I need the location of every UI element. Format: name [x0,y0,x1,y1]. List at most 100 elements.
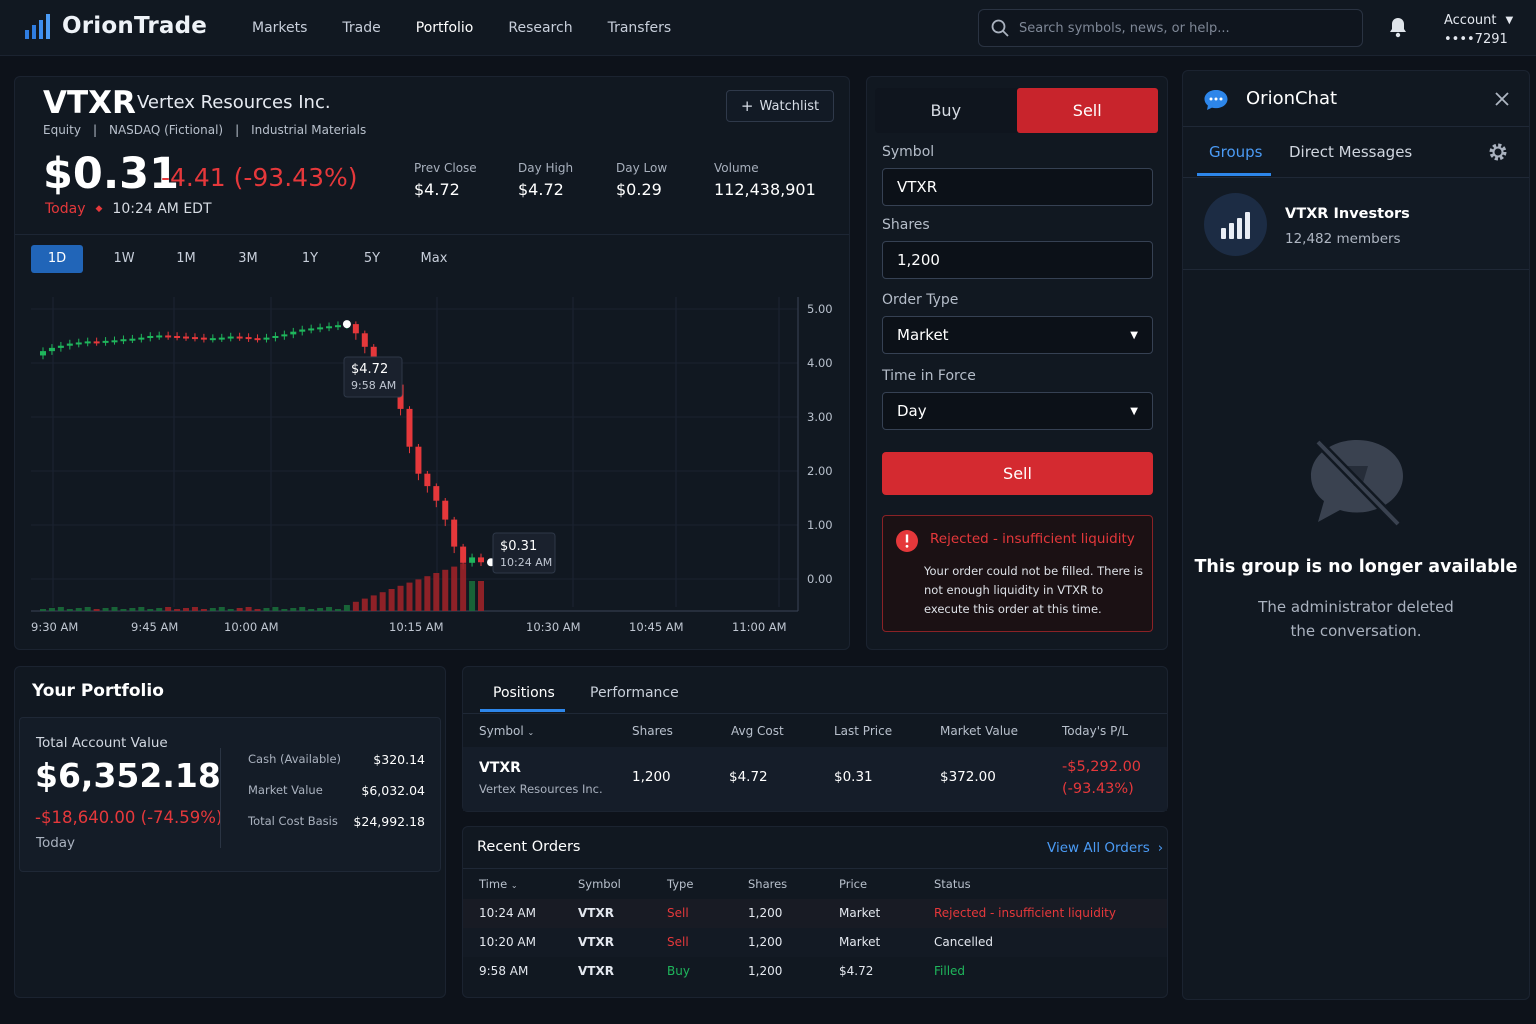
market-value-label: Market Value [248,783,323,797]
order-type-label: Order Type [882,292,959,308]
candle-body [93,341,100,344]
total-change-period: Today [36,835,76,851]
volume-bar [326,607,333,611]
volume-bar [147,609,154,611]
col-symbol[interactable]: Symbol ⌄ [479,724,535,738]
x-tick-label: 10:00 AM [224,620,279,634]
candle-body [299,329,306,332]
avatar [1204,193,1267,256]
y-tick-label: 5.00 [807,302,833,316]
sell-tab[interactable]: Sell [1016,88,1158,133]
volume-bar [397,585,404,611]
total-value: $6,352.18 [35,756,221,795]
volume-bar [218,607,225,611]
col-time[interactable]: Time ⌄ [479,877,518,891]
volume-bar [370,595,377,611]
tab-direct-messages[interactable]: Direct Messages [1289,143,1413,161]
account-menu[interactable]: Account ▼ ••••7291 [1444,11,1513,49]
cash-value: $320.14 [373,752,425,767]
cost-basis-label: Total Cost Basis [248,814,338,828]
range-1w[interactable]: 1W [113,251,135,266]
cash-label: Cash (Available) [248,752,342,766]
volume-bar [272,607,279,611]
candle-body [165,335,172,338]
table-row[interactable]: 10:24 AM VTXR Sell 1,200 Market Rejected… [463,899,1167,928]
buy-sell-toggle: Buy Sell [875,88,1158,133]
volume-bar [183,608,190,611]
nav-portfolio[interactable]: Portfolio [415,20,474,36]
range-1d[interactable]: 1D [31,245,83,273]
range-3m[interactable]: 3M [238,251,258,266]
candle-body [451,519,458,547]
nav-research[interactable]: Research [508,20,573,36]
volume-bar [379,592,386,611]
chat-panel: OrionChat Groups Direct Messages VTXR In… [1182,70,1530,1000]
company-name: Vertex Resources Inc. [137,92,331,113]
price-chart[interactable]: 5.00 4.00 3.00 2.00 1.00 0.00 9:30 AM 9:45 AM 10… [15,277,849,647]
search-input[interactable] [1019,20,1349,36]
range-5y[interactable]: 5Y [363,251,381,266]
search-box[interactable] [978,9,1363,47]
tif-label: Time in Force [882,368,976,384]
symbol-field[interactable]: VTXR [882,168,1153,206]
candle-body [478,557,484,563]
app-logo[interactable]: OrionTrade [24,12,207,40]
volume-bar [254,609,261,611]
last-callout-time: 10:24 AM [500,556,552,569]
watchlist-button[interactable]: + Watchlist [726,90,834,122]
current-price: $0.31 [43,149,180,199]
shares-label: Shares [882,217,930,233]
rejection-alert: Rejected - insufficient liquidity Your o… [882,515,1153,632]
nav-markets[interactable]: Markets [252,20,308,36]
tab-underline [480,709,565,712]
ticker-symbol: VTXR [43,85,136,121]
range-1m[interactable]: 1M [176,251,196,266]
candle-body [263,337,270,340]
candle-body [174,336,181,338]
candle-body [469,557,476,563]
view-all-orders-link[interactable]: View All Orders › [1047,840,1164,856]
bell-icon[interactable] [1388,16,1408,38]
market-value: $6,032.04 [361,783,425,798]
error-title: Rejected - insufficient liquidity [930,531,1135,547]
volume-bar [460,563,467,611]
volume-bar [478,581,484,611]
candle-body [281,334,288,337]
shares-field[interactable]: 1,200 [882,241,1153,279]
range-max[interactable]: Max [420,251,448,266]
submit-sell-button[interactable]: Sell [882,452,1153,495]
portfolio-panel: Your Portfolio Total Account Value $6,35… [14,666,446,998]
volume-bar [317,608,324,611]
candle-body [442,500,449,520]
nav-transfers[interactable]: Transfers [607,20,672,36]
tif-select[interactable]: Day ▼ [882,392,1153,430]
account-label: Account [1444,13,1497,28]
tab-positions[interactable]: Positions [493,685,555,701]
volume-bar [469,581,476,611]
table-row[interactable]: 9:58 AM VTXR Buy 1,200 $4.72 Filled [479,964,966,978]
sort-icon: ⌄ [527,728,535,737]
volume-bar [406,582,413,611]
group-members: 12,482 members [1285,231,1401,247]
gear-icon[interactable] [1488,142,1508,162]
order-type-select[interactable]: Market ▼ [882,316,1153,354]
candle-body [254,338,261,341]
tab-groups[interactable]: Groups [1209,143,1263,161]
close-icon[interactable] [1495,92,1509,106]
top-bar: OrionTrade Markets Trade Portfolio Resea… [0,0,1536,56]
volume-bar [451,566,458,611]
last-callout-price: $0.31 [500,539,537,554]
y-tick-label: 1.00 [807,518,833,532]
volume-bar [129,608,136,611]
buy-tab[interactable]: Buy [930,101,962,120]
tab-performance[interactable]: Performance [590,685,679,701]
group-item[interactable]: VTXR Investors 12,482 members [1183,178,1529,269]
nav-trade[interactable]: Trade [342,20,381,36]
candle-body [218,337,225,340]
col-last-price: Last Price [834,724,893,738]
table-row[interactable]: 10:20 AM VTXR Sell 1,200 Market Cancelle… [463,928,1167,957]
table-row[interactable]: VTXR Vertex Resources Inc. 1,200 $4.72 $… [463,747,1167,811]
range-1y[interactable]: 1Y [301,251,319,266]
total-label: Total Account Value [36,735,168,751]
candle-body [138,337,145,340]
